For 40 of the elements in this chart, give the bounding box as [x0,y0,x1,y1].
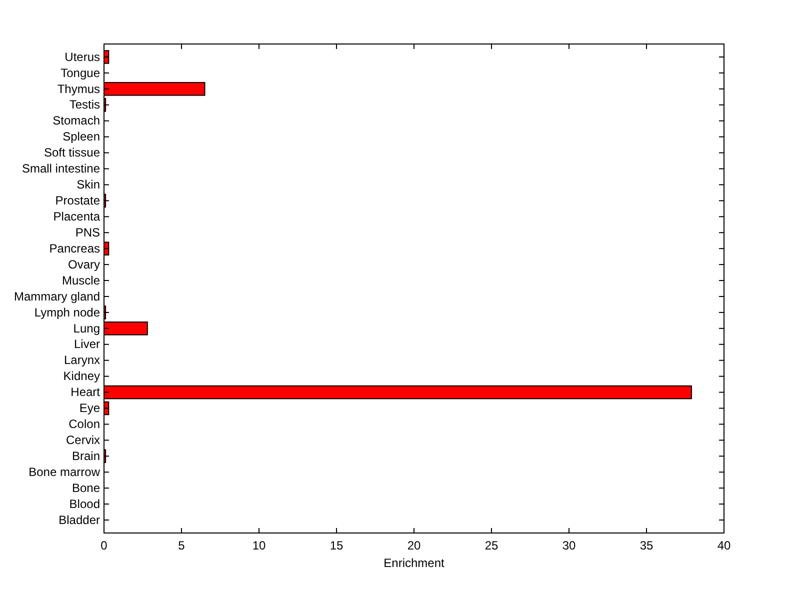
y-tick-label: Muscle [62,273,100,288]
x-tick-label: 0 [100,538,108,553]
y-tick-label: Kidney [63,369,100,384]
y-tick-label: Larynx [64,353,100,368]
y-tick-label: Uterus [64,50,100,64]
y-tick-label: Placenta [53,209,100,224]
x-tick-label: 35 [640,538,654,553]
y-tick-label: Bone marrow [28,464,100,479]
y-tick-label: Brain [72,448,100,463]
y-tick-label: Colon [68,417,100,432]
y-tick-label: Soft tissue [44,146,100,160]
y-tick-label: Cervix [66,433,100,448]
x-tick-label: 5 [178,538,186,553]
x-tick-label: 40 [717,538,731,553]
y-tick-label: Blood [69,496,100,511]
x-tick-label: 20 [407,538,421,553]
y-tick-label: Eye [79,401,100,416]
x-tick-label: 10 [252,538,266,553]
y-tick-label: Heart [70,385,101,400]
y-tick-label: Spleen [62,130,100,144]
y-tick-label: Prostate [55,194,100,208]
x-tick-label: 30 [562,538,576,553]
x-tick-label: 25 [484,538,498,553]
x-tick-label: 15 [330,538,344,553]
x-axis-title: Enrichment [384,556,446,570]
y-tick-label: Lymph node [34,305,100,320]
y-tick-label: Skin [76,178,100,192]
y-tick-label: Thymus [57,82,100,96]
y-tick-label: Pancreas [49,241,100,256]
y-tick-label: Testis [69,98,100,112]
y-tick-label: Liver [74,337,100,352]
y-tick-label: Small intestine [22,162,100,176]
y-tick-label: Bladder [58,512,100,527]
y-tick-label: Bone [72,480,100,495]
y-tick-label: Stomach [52,114,100,128]
y-tick-label: Mammary gland [14,289,100,304]
y-tick-label: PNS [75,225,100,240]
y-tick-label: Ovary [68,257,100,272]
y-tick-label: Tongue [60,66,100,80]
y-tick-label: Lung [73,321,100,336]
